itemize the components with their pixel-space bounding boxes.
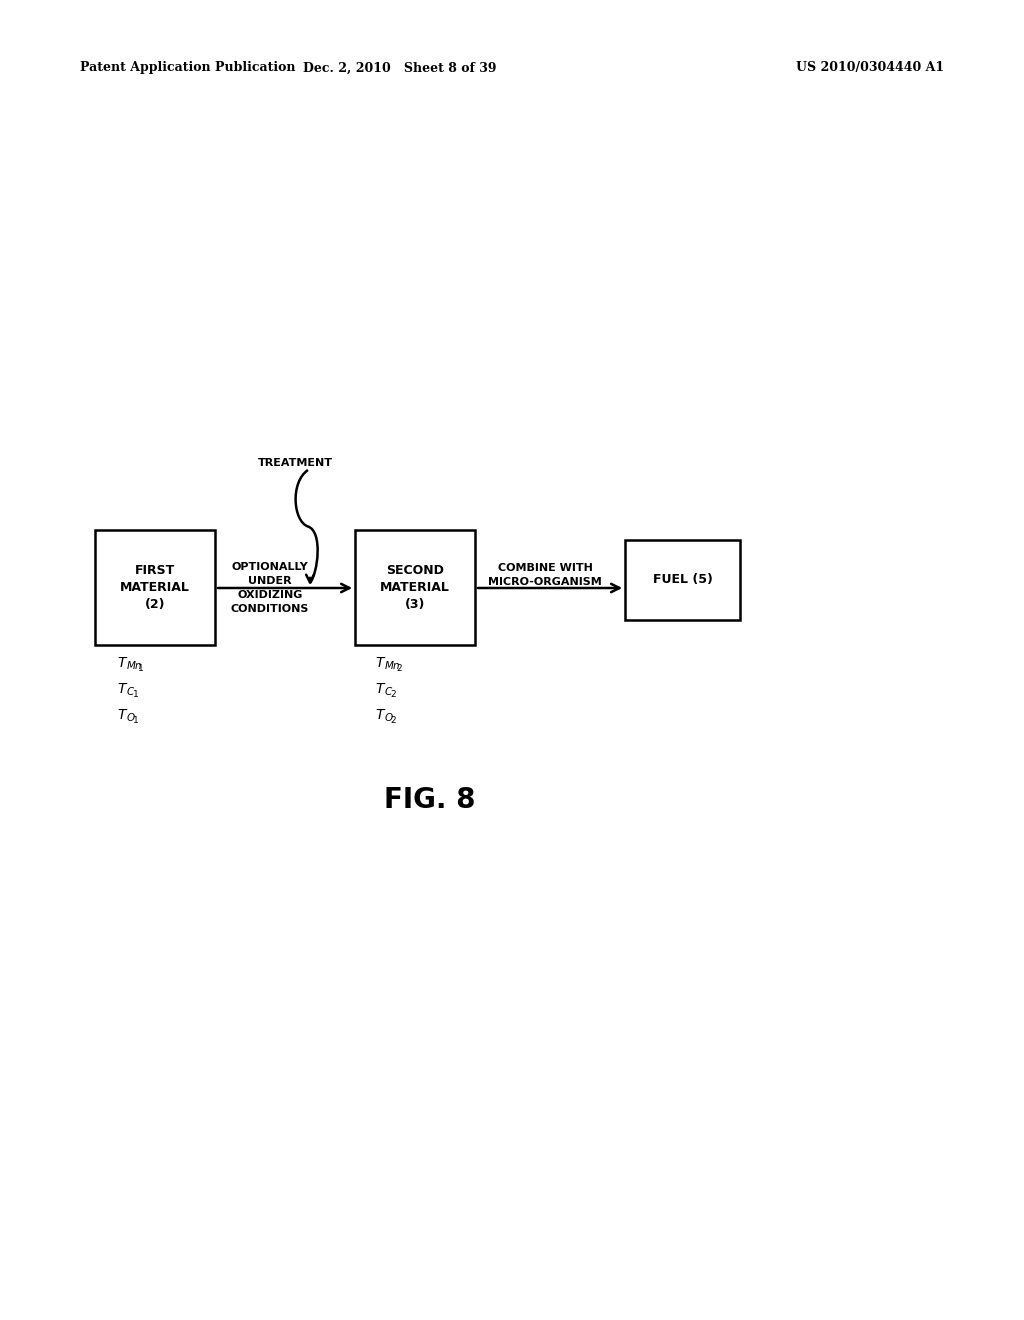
Text: FIG. 8: FIG. 8 xyxy=(384,785,476,814)
Text: OPTIONALLY
UNDER
OXIDIZING
CONDITIONS: OPTIONALLY UNDER OXIDIZING CONDITIONS xyxy=(230,562,309,614)
Text: Dec. 2, 2010   Sheet 8 of 39: Dec. 2, 2010 Sheet 8 of 39 xyxy=(303,62,497,74)
Text: C: C xyxy=(385,686,392,697)
Text: Mn: Mn xyxy=(127,661,142,671)
Text: O: O xyxy=(385,713,393,723)
Text: SECOND
MATERIAL
(3): SECOND MATERIAL (3) xyxy=(380,564,450,611)
Text: 2: 2 xyxy=(390,715,396,725)
Text: 2: 2 xyxy=(396,664,401,673)
Text: T: T xyxy=(375,656,384,671)
Text: FIRST
MATERIAL
(2): FIRST MATERIAL (2) xyxy=(120,564,189,611)
Text: 1: 1 xyxy=(138,664,143,673)
Text: Mn: Mn xyxy=(385,661,400,671)
Bar xyxy=(95,531,215,645)
Text: T: T xyxy=(117,708,126,722)
Bar xyxy=(355,531,475,645)
Text: 1: 1 xyxy=(132,715,138,725)
Text: FUEL (5): FUEL (5) xyxy=(652,573,713,586)
Bar xyxy=(625,540,740,620)
Text: 1: 1 xyxy=(132,690,138,700)
Text: TREATMENT: TREATMENT xyxy=(257,458,333,469)
Text: T: T xyxy=(375,708,384,722)
Text: T: T xyxy=(117,682,126,696)
Text: 2: 2 xyxy=(390,690,396,700)
Text: US 2010/0304440 A1: US 2010/0304440 A1 xyxy=(796,62,944,74)
Text: T: T xyxy=(375,682,384,696)
Text: C: C xyxy=(127,686,134,697)
Text: COMBINE WITH
MICRO-ORGANISM: COMBINE WITH MICRO-ORGANISM xyxy=(488,564,602,587)
Text: Patent Application Publication: Patent Application Publication xyxy=(80,62,296,74)
Text: T: T xyxy=(117,656,126,671)
Text: O: O xyxy=(127,713,135,723)
